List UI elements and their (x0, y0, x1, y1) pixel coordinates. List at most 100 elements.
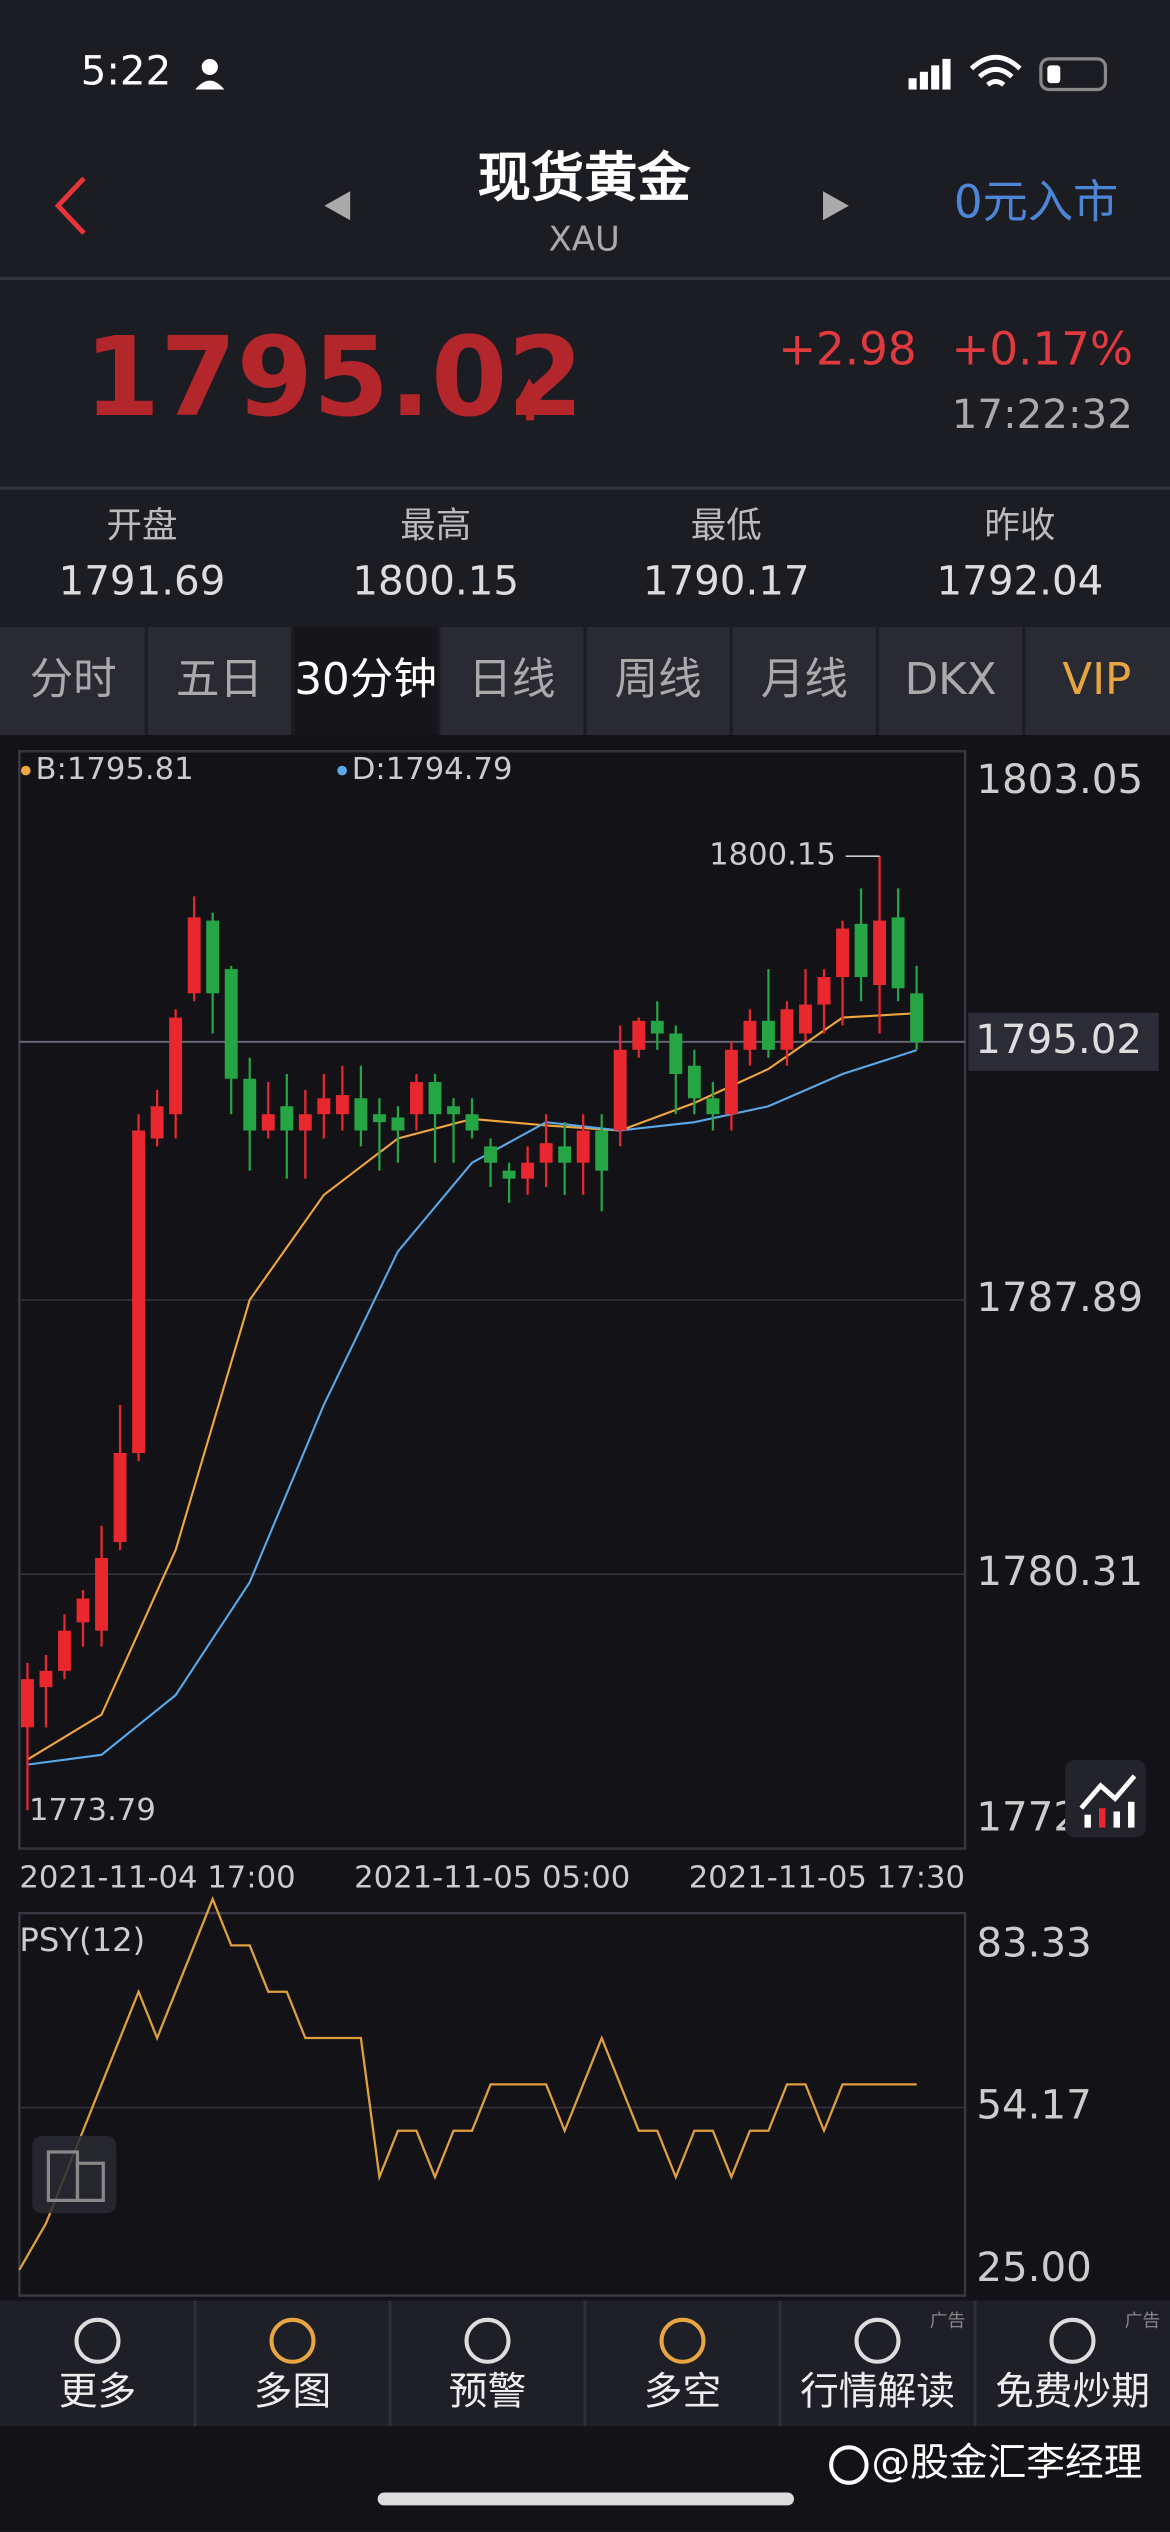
rotate-icon[interactable] (32, 2135, 117, 2214)
stat-value: 1800.15 (352, 557, 519, 604)
nav-icon[interactable] (74, 2317, 121, 2364)
candle-body (187, 917, 201, 994)
candle-body (817, 977, 831, 1005)
legend-label: D:1794.79 (352, 752, 513, 787)
nav-icon[interactable] (269, 2317, 316, 2364)
candle-body (298, 1114, 312, 1131)
tab[interactable]: VIP (1062, 655, 1131, 705)
home-indicator (377, 2492, 794, 2506)
chart-tool-icon[interactable] (1065, 1759, 1146, 1838)
candle-body (20, 1679, 34, 1728)
candle-body (150, 1106, 164, 1139)
candle-body (447, 1106, 460, 1115)
status-time: 5:22 (81, 47, 172, 94)
change-pct: +0.17% (952, 323, 1133, 376)
high-label: 1800.15 (709, 838, 836, 873)
tab[interactable]: 周线 (615, 655, 702, 705)
nav-label[interactable]: 免费炒期 (995, 2370, 1150, 2415)
quote-time: 17:22:32 (952, 391, 1133, 438)
candle-body (669, 1033, 683, 1075)
candle-body (836, 928, 849, 978)
y-tick-label: 1787.89 (976, 1274, 1143, 1321)
candle-body (132, 1130, 146, 1453)
candle-body (280, 1106, 294, 1131)
tab[interactable]: 30分钟 (294, 655, 437, 705)
tab[interactable]: 五日 (176, 655, 263, 705)
candle-body (910, 993, 924, 1042)
candle-body (410, 1082, 423, 1115)
psy-chart: PSY(12) 83.33 54.17 25.00 (18, 1895, 1092, 2291)
candle-body (317, 1098, 331, 1115)
back-button[interactable] (54, 176, 86, 235)
tab[interactable]: DKX (905, 655, 997, 705)
next-button[interactable] (823, 191, 849, 221)
tabs: 分时 五日 30分钟 日线 周线 月线 DKX VIP (30, 626, 1131, 736)
psy-line (18, 1895, 917, 2271)
current-price-label: 1795.02 (975, 1016, 1142, 1063)
stat-value: 1791.69 (59, 557, 226, 604)
candle-body (613, 1049, 627, 1131)
stat-label: 最低 (691, 505, 762, 546)
candle-body (595, 1130, 609, 1171)
nav-label[interactable]: 预警 (449, 2370, 526, 2415)
candle-body (354, 1098, 368, 1131)
psy-frame (18, 1911, 967, 2297)
nav-icon[interactable] (1049, 2317, 1096, 2364)
candle-body (873, 920, 887, 986)
nav-label[interactable]: 更多 (59, 2370, 136, 2415)
tab[interactable]: 日线 (468, 655, 555, 705)
candle-body (58, 1630, 71, 1671)
title: 现货黄金 (478, 147, 692, 209)
symbol: XAU (549, 220, 620, 259)
nav-icon[interactable] (854, 2317, 901, 2364)
legend-label: B:1795.81 (36, 752, 194, 787)
signal-icon (908, 58, 951, 90)
watermark-logo (829, 2445, 869, 2485)
watermark: @股金汇李经理 (871, 2441, 1142, 2486)
candle-body (632, 1020, 646, 1050)
candle-body (243, 1078, 257, 1131)
candle-body (76, 1598, 90, 1623)
nav-label[interactable]: 多空 (644, 2370, 721, 2415)
open-account[interactable]: 0元入市 (954, 176, 1118, 229)
battery-icon (1039, 57, 1108, 92)
status-icon (195, 80, 225, 90)
prev-button[interactable] (324, 191, 351, 221)
tab-selected (292, 626, 439, 736)
stats: 开盘 1791.69 最高 1800.15 最低 1790.17 昨收 1792.04 (59, 505, 1104, 604)
change: +2.98 (778, 323, 916, 376)
nav-label[interactable]: 行情解读 (800, 2370, 955, 2415)
x-tick-label: 2021-11-04 17:00 (19, 1861, 295, 1896)
nav-icon[interactable] (464, 2317, 511, 2364)
nav-label[interactable]: 多图 (254, 2370, 331, 2415)
candle-body (224, 969, 238, 1079)
ad-tag: 广告 (1125, 2310, 1161, 2331)
y-tick-label: 83.33 (976, 1919, 1091, 1966)
x-tick-label: 2021-11-05 17:30 (689, 1861, 965, 1896)
candle-body (261, 1114, 275, 1131)
candle-body (891, 917, 905, 989)
candle-body (687, 1065, 701, 1099)
nav-icon[interactable] (659, 2317, 706, 2364)
stat-label: 开盘 (107, 505, 178, 546)
legend-dot (337, 765, 347, 776)
candle-body (743, 1020, 757, 1050)
ma-line (27, 1049, 917, 1766)
price-chart: 1803.051787.891780.311772.731795.02B:179… (19, 750, 1159, 1896)
legend-dot (20, 765, 31, 776)
tab[interactable]: 分时 (30, 655, 117, 705)
tab[interactable]: 月线 (761, 655, 848, 705)
x-tick-label: 2021-11-05 05:00 (354, 1861, 630, 1896)
stat-label: 昨收 (984, 505, 1055, 546)
candle-body (558, 1146, 572, 1163)
stat-label: 最高 (400, 505, 471, 546)
candle-body (854, 923, 868, 978)
current-price-box (968, 1012, 1159, 1071)
candle-body (576, 1130, 590, 1163)
low-label: 1773.79 (29, 1793, 156, 1828)
candle-body (169, 1017, 183, 1115)
y-tick-label: 25.00 (976, 2244, 1091, 2291)
footer (0, 2426, 1170, 2532)
